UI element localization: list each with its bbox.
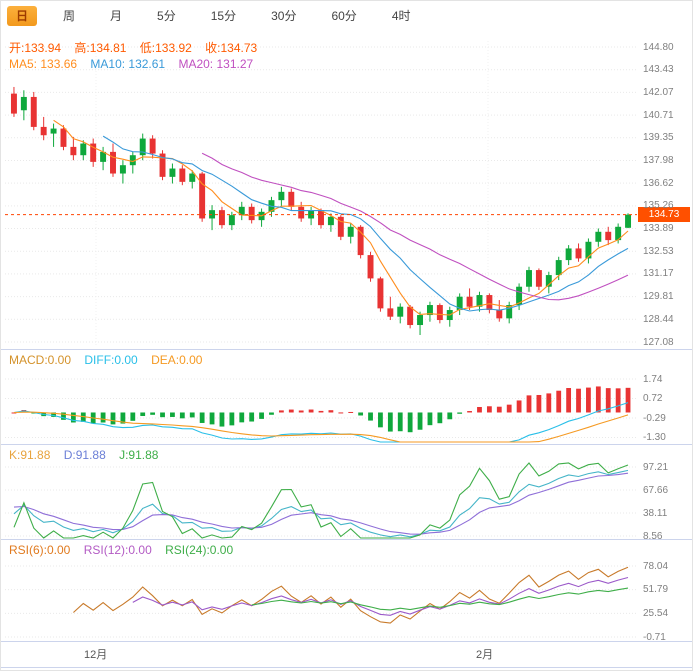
ma-info: MA5: 133.66 MA10: 132.61 MA20: 131.27: [9, 57, 263, 71]
low-value: 低:133.92: [139, 41, 192, 55]
y-axis-tick: 8.56: [643, 530, 663, 542]
open-value: 开:133.94: [9, 41, 62, 55]
y-axis-tick: 139.35: [643, 132, 674, 144]
y-axis-tick: 51.79: [643, 584, 669, 596]
rsi-info: RSI(6):0.00 RSI(12):0.00 RSI(24):0.00: [9, 543, 243, 557]
x-axis-label-february: 2月: [476, 649, 494, 661]
ma20-label: MA20: 131.27: [178, 57, 254, 71]
ma10-label: MA10: 132.61: [90, 57, 166, 71]
y-axis-tick: 143.43: [643, 64, 674, 76]
y-axis-tick: 67.66: [643, 484, 669, 496]
y-axis-tick: 97.21: [643, 461, 669, 473]
kdj-info: K:91.88 D:91.88 J:91.88: [9, 448, 168, 462]
panel-separator: [1, 539, 692, 540]
tab-月[interactable]: 月: [110, 9, 123, 23]
rsi24-value: RSI(24):0.00: [165, 543, 234, 557]
k-value: K:91.88: [9, 448, 51, 462]
tab-4时[interactable]: 4时: [391, 9, 411, 23]
y-axis-tick: 133.89: [643, 223, 674, 235]
chart-area: 开:133.94 高:134.81 低:133.92 收:134.73 MA5:…: [1, 31, 692, 671]
current-price-badge: 134.73: [638, 207, 690, 223]
close-value: 收:134.73: [205, 41, 258, 55]
y-axis-tick: 1.74: [643, 373, 663, 385]
y-axis-tick: 129.81: [643, 291, 674, 303]
y-axis-tick: 38.11: [643, 507, 668, 519]
y-axis-tick: 131.17: [643, 268, 674, 280]
y-axis-tick: -0.71: [643, 631, 666, 643]
ohlc-info: 开:133.94 高:134.81 低:133.92 收:134.73: [9, 39, 267, 56]
y-axis-tick: 0.72: [643, 393, 663, 404]
high-value: 高:134.81: [74, 41, 127, 55]
x-axis-label-december: 12月: [84, 649, 108, 661]
macd-info: MACD:0.00 DIFF:0.00 DEA:0.00: [9, 353, 212, 367]
y-axis-tick: 140.71: [643, 109, 674, 121]
y-axis-tick: -0.29: [643, 412, 666, 424]
d-value: D:91.88: [63, 448, 106, 462]
panel-separator: [1, 641, 692, 642]
y-axis-tick: 132.53: [643, 245, 674, 257]
tab-60分[interactable]: 60分: [331, 9, 357, 23]
timeframe-toolbar: 日 周 月 5分 15分 30分 60分 4时: [1, 1, 692, 31]
chart-canvas[interactable]: [1, 31, 641, 671]
y-axis-tick: 127.08: [643, 336, 674, 348]
panel-separator: [1, 667, 692, 668]
y-axis-tick: 142.07: [643, 86, 674, 98]
y-axis-tick: 137.98: [643, 154, 674, 166]
tab-5分[interactable]: 5分: [157, 9, 176, 23]
rsi6-value: RSI(6):0.00: [9, 543, 71, 557]
y-axis-tick: 78.04: [643, 560, 669, 572]
tab-30分[interactable]: 30分: [271, 9, 297, 23]
ma5-label: MA5: 133.66: [9, 57, 78, 71]
y-axis-tick: -1.30: [643, 432, 666, 443]
y-axis-tick: 128.44: [643, 313, 674, 325]
y-axis-tick: 135.26: [643, 200, 674, 212]
diff-value: DIFF:0.00: [84, 353, 138, 367]
rsi12-value: RSI(12):0.00: [83, 543, 152, 557]
dea-value: DEA:0.00: [151, 353, 203, 367]
y-axis-tick: 136.62: [643, 177, 674, 189]
tab-日[interactable]: 日: [7, 6, 38, 26]
j-value: J:91.88: [119, 448, 159, 462]
macd-value: MACD:0.00: [9, 353, 72, 367]
tab-周[interactable]: 周: [63, 9, 76, 23]
tab-15分[interactable]: 15分: [210, 9, 237, 23]
y-axis-tick: 144.80: [643, 41, 674, 53]
panel-separator: [1, 349, 692, 350]
y-axis-tick: 25.54: [643, 607, 669, 619]
panel-separator: [1, 444, 692, 445]
